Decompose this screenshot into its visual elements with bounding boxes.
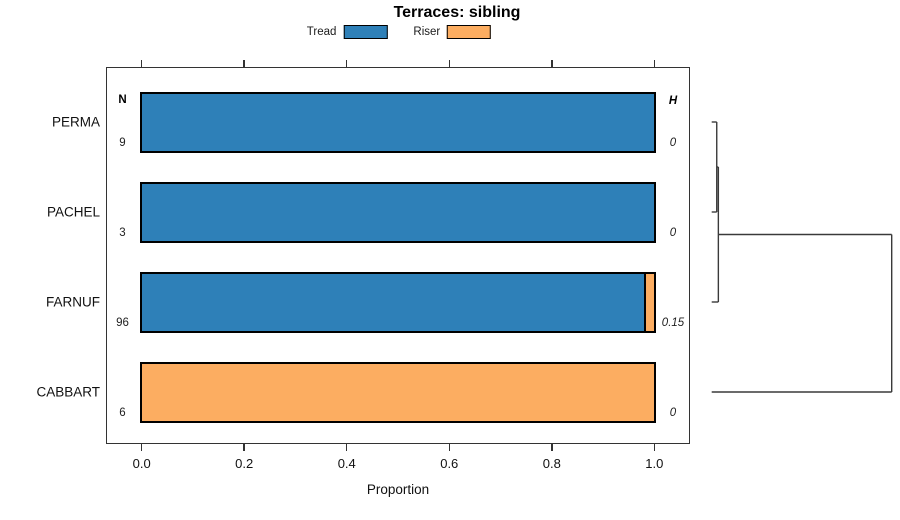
axis-tick-bottom xyxy=(448,444,450,451)
legend-entry: Riser xyxy=(413,25,492,39)
legend-label: Tread xyxy=(306,26,337,38)
plot-area xyxy=(106,67,690,444)
axis-tick-top xyxy=(243,59,245,67)
h-value: 0 xyxy=(669,137,677,149)
bar-segment-tread xyxy=(141,183,655,241)
axis-tick-bottom xyxy=(345,444,348,451)
stacked-bar xyxy=(139,91,657,153)
category-label: CABBART xyxy=(36,384,100,400)
category-label: PACHEL xyxy=(46,204,100,220)
legend-label: Riser xyxy=(413,26,441,38)
bar-segment-riser xyxy=(644,273,655,331)
axis-tick-label: 0.2 xyxy=(235,456,254,471)
bar-segment-tread xyxy=(141,93,655,151)
axis-tick-label: 1.0 xyxy=(645,456,664,471)
category-label: FARNUF xyxy=(46,294,100,310)
axis-tick-bottom xyxy=(653,444,656,451)
bar-segment-riser xyxy=(141,363,655,421)
axis-tick-bottom xyxy=(140,444,143,451)
n-column-header: N xyxy=(118,93,127,106)
axis-tick-bottom xyxy=(243,444,245,451)
stacked-bar xyxy=(139,181,657,243)
legend: Tread Riser xyxy=(307,25,492,39)
axis-tick-top xyxy=(140,59,143,67)
legend-entry: Tread xyxy=(307,25,388,39)
axis-tick-top xyxy=(448,59,450,67)
axis-tick-label: 0.8 xyxy=(542,456,561,471)
h-value: 0 xyxy=(669,407,677,419)
stacked-bar xyxy=(139,271,657,333)
axis-tick-label: 0.4 xyxy=(337,456,356,471)
h-column-header: H xyxy=(668,95,678,107)
legend-swatch xyxy=(343,25,388,39)
legend-swatch xyxy=(447,25,492,39)
stacked-bar xyxy=(139,361,657,423)
axis-tick-top xyxy=(551,59,553,67)
n-value: 6 xyxy=(119,407,126,419)
x-axis-title: Proportion xyxy=(366,482,430,497)
category-label: PERMA xyxy=(51,114,100,130)
axis-tick-label: 0.0 xyxy=(132,456,151,471)
n-value: 96 xyxy=(116,317,129,329)
axis-tick-top xyxy=(653,59,656,67)
chart-title: Terraces: sibling xyxy=(393,4,521,21)
h-value: 0.15 xyxy=(661,317,685,329)
bar-segment-tread xyxy=(141,273,645,331)
axis-tick-label: 0.6 xyxy=(440,456,459,471)
n-value: 3 xyxy=(119,227,126,239)
h-value: 0 xyxy=(669,227,677,239)
n-value: 9 xyxy=(119,137,126,149)
axis-tick-bottom xyxy=(551,444,553,451)
axis-tick-top xyxy=(345,59,348,67)
